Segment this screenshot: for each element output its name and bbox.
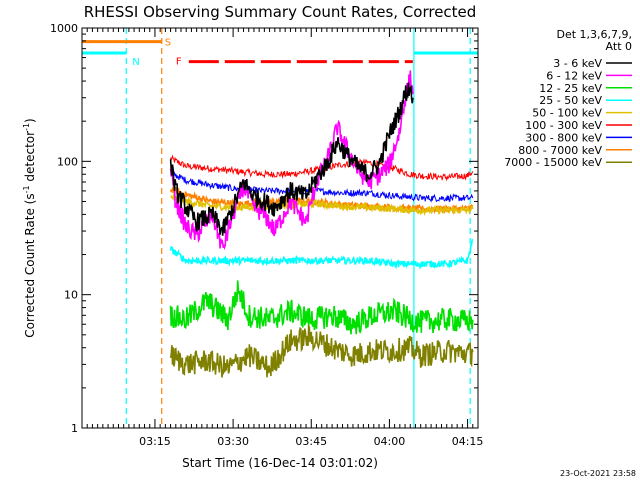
series-line-4 (169, 238, 474, 270)
series-line-2 (169, 185, 474, 215)
y-tick-label-1: 10 (64, 289, 78, 302)
legend-label-6: 300 - 800 keV (525, 131, 602, 144)
legend-label-8: 7000 - 15000 keV (504, 156, 602, 169)
y-tick-label-2: 100 (57, 155, 78, 168)
chart-title: RHESSI Observing Summary Count Rates, Co… (84, 3, 477, 21)
plot-area: SNNF (82, 28, 478, 428)
legend-label-1: 6 - 12 keV (546, 69, 602, 82)
flag-label-0: S (165, 38, 171, 49)
series-line-3 (170, 193, 474, 217)
legend-label-2: 12 - 25 keV (539, 82, 602, 95)
x-axis-label: Start Time (16-Dec-14 03:01:02) (182, 456, 378, 470)
flag-label-3: F (176, 57, 182, 68)
flag-label-1: N (132, 57, 139, 68)
series-line-8 (169, 323, 474, 378)
legend-label-3: 25 - 50 keV (539, 94, 602, 107)
series-line-7 (169, 280, 474, 335)
axes: 1 10 100 1000 03:15 03:30 03:45 04:00 04:15 (50, 22, 483, 448)
legend-header-attenuator: Att 0 (606, 40, 632, 53)
legend-label-4: 50 - 100 keV (532, 107, 602, 120)
legend-header-detectors: Det 1,3,6,7,9, (556, 28, 632, 41)
x-tick-label-3: 04:00 (374, 435, 406, 448)
footer-date: 23-Oct-2021 23:58 (560, 469, 636, 478)
series-line-1 (170, 170, 474, 203)
x-tick-label-1: 03:30 (217, 435, 249, 448)
x-tick-label-2: 03:45 (295, 435, 327, 448)
y-tick-label-3: 1000 (50, 22, 78, 35)
x-tick-label-0: 03:15 (139, 435, 171, 448)
y-axis-label: Corrected Count Rate (s-1 detector-1) (22, 118, 37, 337)
legend-label-7: 800 - 7000 keV (518, 144, 602, 157)
legend-label-5: 100 - 300 keV (525, 119, 602, 132)
legend-label-0: 3 - 6 keV (553, 57, 602, 70)
y-tick-label-0: 1 (71, 422, 78, 435)
x-tick-label-4: 04:15 (452, 435, 484, 448)
series-line-6 (169, 82, 414, 236)
